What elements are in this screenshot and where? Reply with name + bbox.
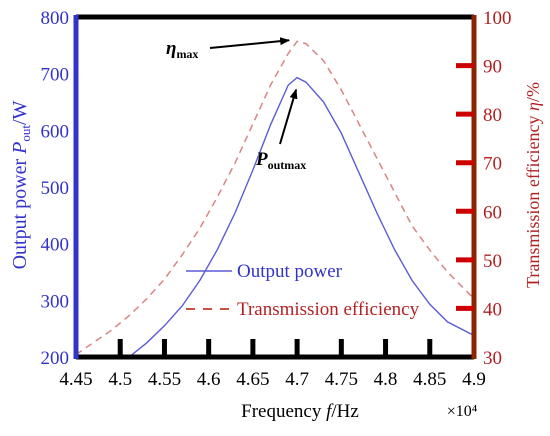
annotations <box>209 37 298 145</box>
y-right-label-unit: /% <box>523 82 543 102</box>
x-tick-label-4.6: 4.6 <box>197 369 221 390</box>
y-right-tick-label-60: 60 <box>483 202 502 223</box>
x-axis-label-main: Frequency <box>241 401 326 422</box>
annotation-p-outmax: Poutmax <box>255 149 306 172</box>
y-right-axis-label: Transmission efficiency η/% <box>523 82 543 288</box>
x-tick-label-4.55: 4.55 <box>148 369 181 390</box>
annotation-p-outmax-sub: outmax <box>268 158 307 172</box>
y-right-tick-label-80: 80 <box>483 105 502 126</box>
x-tick-label-4.65: 4.65 <box>236 369 269 390</box>
x-tick-label-4.5: 4.5 <box>108 369 132 390</box>
annotation-eta-max-var: η <box>166 38 176 59</box>
x-axis-label-var: f <box>326 401 334 422</box>
x-axis-label: Frequency f/Hz <box>241 401 359 422</box>
legend-label-transmission-efficiency: Transmission efficiency <box>237 299 420 320</box>
y-right-label-var: η <box>523 102 543 111</box>
y-left-label-sub: out <box>18 125 33 142</box>
y-left-tick-label-600: 600 <box>41 121 70 142</box>
y-left-axis-label: Output power Pout/W <box>9 100 33 269</box>
y-right-tick-label-40: 40 <box>483 299 502 320</box>
y-left-tick-label-400: 400 <box>41 235 70 256</box>
x-axis-label-unit: /Hz <box>331 401 358 422</box>
x-tick-label-4.9: 4.9 <box>462 369 486 390</box>
y-right-tick-label-100: 100 <box>483 8 512 29</box>
y-left-tick-label-500: 500 <box>41 178 70 199</box>
annotation-arrow-p-outmax <box>279 88 298 145</box>
annotation-p-outmax-var: P <box>255 149 268 170</box>
annotation-eta-max-sub: max <box>176 47 198 61</box>
y-left-tick-label-800: 800 <box>41 8 70 29</box>
x-axis-scale-label: ×10⁴ <box>447 403 478 420</box>
y-left-label-main: Output power <box>9 154 31 270</box>
x-tick-label-4.85: 4.85 <box>413 369 446 390</box>
y-left-tick-label-200: 200 <box>41 348 70 369</box>
y-left-label-unit: /W <box>9 100 31 125</box>
x-tick-label-4.8: 4.8 <box>374 369 398 390</box>
y-left-label-var: P <box>9 142 31 155</box>
legend-label-output-power: Output power <box>237 261 343 282</box>
y-right-tick-label-90: 90 <box>483 57 502 78</box>
y-right-tick-label-50: 50 <box>483 251 502 272</box>
axes-layer: 4.45 4.5 4.55 4.6 4.65 4.7 4.75 4.8 4.85 4.9 200 30… <box>41 8 512 390</box>
y-right-tick-label-70: 70 <box>483 154 502 175</box>
x-tick-label-4.45: 4.45 <box>59 369 92 390</box>
y-left-tick-label-300: 300 <box>41 291 70 312</box>
y-right-tick-label-30: 30 <box>483 348 502 369</box>
x-tick-label-4.75: 4.75 <box>325 369 358 390</box>
y-left-tick-label-700: 700 <box>41 65 70 86</box>
series-line-output-power <box>128 76 475 358</box>
series-layer <box>75 40 475 358</box>
annotation-arrow-eta-max <box>209 37 291 49</box>
series-line-transmission-efficiency <box>75 40 475 356</box>
x-tick-label-4.7: 4.7 <box>285 369 309 390</box>
y-right-label-main: Transmission efficiency <box>523 111 543 288</box>
annotation-eta-max: ηmax <box>166 38 198 61</box>
